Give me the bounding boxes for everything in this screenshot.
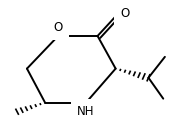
Text: NH: NH xyxy=(77,105,95,118)
Text: O: O xyxy=(120,7,129,20)
Text: O: O xyxy=(54,21,63,34)
